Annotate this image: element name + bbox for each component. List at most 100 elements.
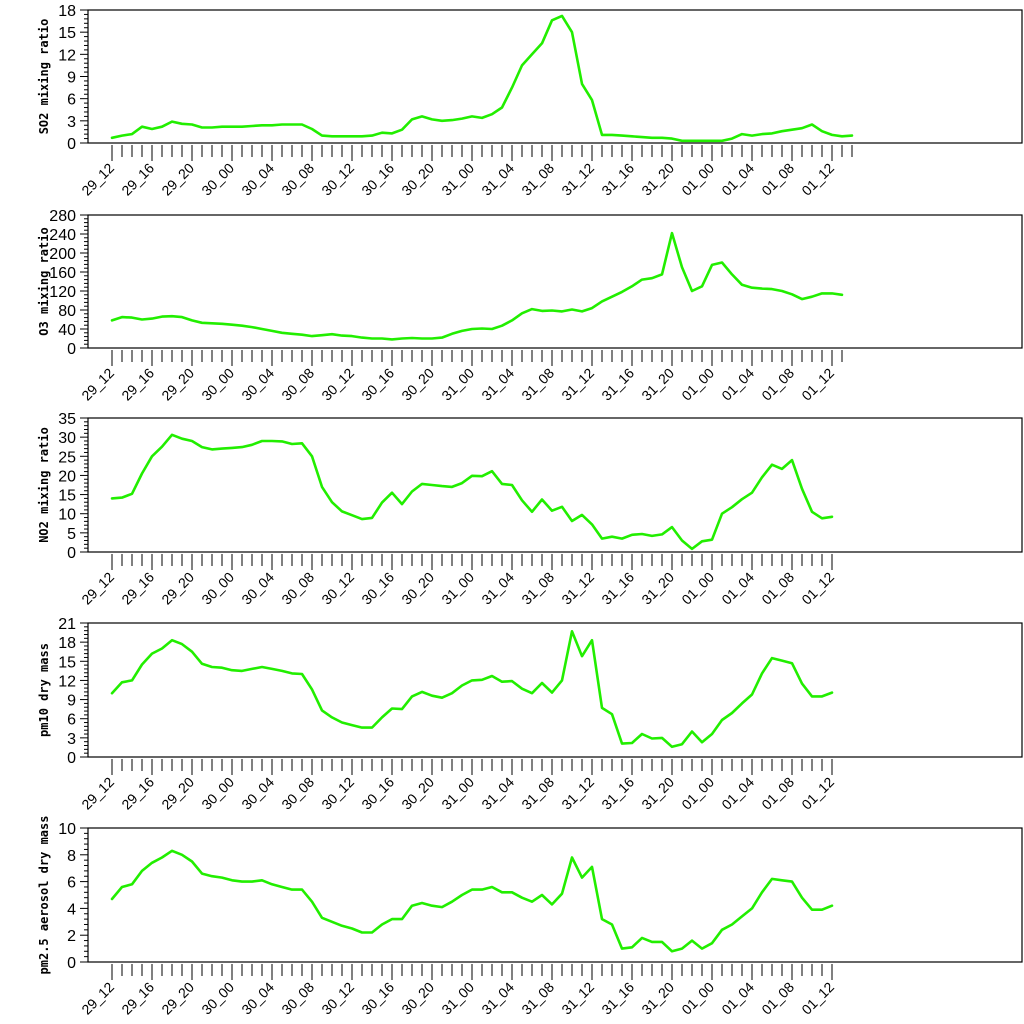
x-tick-label: 29_16 [118, 569, 157, 608]
y-tick-label: 280 [49, 208, 76, 225]
x-tick-label: 30_20 [398, 160, 437, 199]
x-tick-label: 30_16 [358, 569, 397, 608]
x-tick-label: 01_04 [718, 160, 757, 199]
x-tick-label: 31_12 [558, 774, 597, 813]
x-tick-label: 29_16 [118, 774, 157, 813]
x-tick-label: 31_16 [598, 979, 637, 1018]
x-tick-label: 30_08 [278, 569, 317, 608]
x-tick-label: 01_04 [718, 979, 757, 1018]
y-tick-label: 8 [67, 848, 76, 865]
y-tick-label: 15 [58, 25, 76, 42]
y-tick-label: 200 [49, 246, 76, 263]
series-line [110, 14, 854, 143]
y-tick-label: 18 [58, 635, 76, 652]
x-tick-label: 29_20 [158, 979, 197, 1018]
y-tick-label: 120 [49, 284, 76, 301]
plot-frame [87, 9, 1023, 144]
y-tick-label: 21 [58, 616, 76, 633]
x-tick-label: 30_00 [198, 569, 237, 608]
series-line [110, 849, 834, 953]
y-tick-label: 40 [58, 322, 76, 339]
y-axis-title: pm2.5 aerosol dry mass [37, 816, 51, 975]
y-tick-label: 25 [58, 449, 76, 466]
x-tick-label: 01_12 [798, 160, 837, 199]
y-tick-label: 15 [58, 488, 76, 505]
x-tick-label: 31_00 [438, 365, 477, 404]
panel-2: 0 40 80 120 160 200 240 280 29_12 29_16 29_20 30_00… [37, 208, 1023, 404]
x-tick-label: 30_12 [318, 365, 357, 404]
x-tick-label: 29_12 [78, 979, 117, 1018]
x-tick-label: 01_12 [798, 979, 837, 1018]
x-tick-label: 30_20 [398, 774, 437, 813]
x-tick-label: 01_08 [758, 979, 797, 1018]
x-tick-label: 30_04 [238, 979, 277, 1018]
y-tick-label: 18 [58, 3, 76, 20]
x-tick-label: 01_08 [758, 160, 797, 199]
y-tick-label: 6 [67, 875, 76, 892]
x-tick-label: 31_16 [598, 160, 637, 199]
y-tick-label: 240 [49, 227, 76, 244]
x-tick-label: 01_04 [718, 774, 757, 813]
series-line [110, 433, 834, 551]
y-tick-label: 6 [67, 92, 76, 109]
x-tick-label: 30_04 [238, 365, 277, 404]
plot-frame [87, 827, 1023, 963]
plot-frame [87, 622, 1023, 758]
x-tick-label: 31_16 [598, 774, 637, 813]
x-tick-label: 31_08 [518, 365, 557, 404]
x-tick-label: 29_12 [78, 365, 117, 404]
x-tick-label: 31_00 [438, 160, 477, 199]
y-tick-label: 3 [67, 731, 76, 748]
y-tick-label: 0 [67, 136, 76, 153]
y-tick-label: 0 [67, 341, 76, 358]
y-axis-title: O3 mixing ratio [37, 227, 51, 335]
plot-frame [87, 214, 1023, 349]
x-tick-label: 31_00 [438, 569, 477, 608]
y-tick-label: 5 [67, 526, 76, 543]
x-tick-label: 29_12 [78, 774, 117, 813]
x-tick-label: 31_16 [598, 365, 637, 404]
y-axis-title: SO2 mixing ratio [37, 19, 51, 135]
y-tick-label: 20 [58, 468, 76, 485]
x-tick-label: 30_04 [238, 569, 277, 608]
x-tick-label: 01_04 [718, 365, 757, 404]
x-tick-label: 31_20 [638, 569, 677, 608]
x-tick-label: 01_08 [758, 569, 797, 608]
x-tick-label: 30_16 [358, 979, 397, 1018]
y-tick-label: 3 [67, 114, 76, 131]
x-tick-label: 01_00 [678, 979, 717, 1018]
x-tick-label: 31_04 [478, 979, 517, 1018]
x-tick-label: 30_08 [278, 774, 317, 813]
x-tick-label: 30_20 [398, 569, 437, 608]
y-tick-label: 35 [58, 411, 76, 428]
x-tick-label: 30_00 [198, 979, 237, 1018]
x-tick-label: 30_04 [238, 160, 277, 199]
x-tick-label: 30_04 [238, 774, 277, 813]
x-tick-label: 31_04 [478, 774, 517, 813]
x-tick-label: 30_16 [358, 774, 397, 813]
x-tick-label: 01_00 [678, 569, 717, 608]
y-axis-title: pm10 dry mass [37, 643, 51, 737]
plot-frame [87, 417, 1023, 553]
x-tick-label: 29_20 [158, 160, 197, 199]
x-tick-label: 29_20 [158, 365, 197, 404]
x-tick-label: 30_00 [198, 774, 237, 813]
x-tick-label: 31_08 [518, 160, 557, 199]
y-tick-label: 80 [58, 303, 76, 320]
y-tick-label: 160 [49, 265, 76, 282]
x-tick-label: 31_16 [598, 569, 637, 608]
x-tick-label: 30_16 [358, 160, 397, 199]
y-tick-label: 0 [67, 955, 76, 972]
x-tick-label: 31_12 [558, 569, 597, 608]
series-line [110, 231, 844, 341]
x-tick-label: 31_08 [518, 569, 557, 608]
x-tick-label: 31_12 [558, 365, 597, 404]
y-tick-label: 12 [58, 47, 76, 64]
x-tick-label: 31_20 [638, 979, 677, 1018]
x-tick-label: 30_12 [318, 979, 357, 1018]
x-tick-label: 01_00 [678, 774, 717, 813]
